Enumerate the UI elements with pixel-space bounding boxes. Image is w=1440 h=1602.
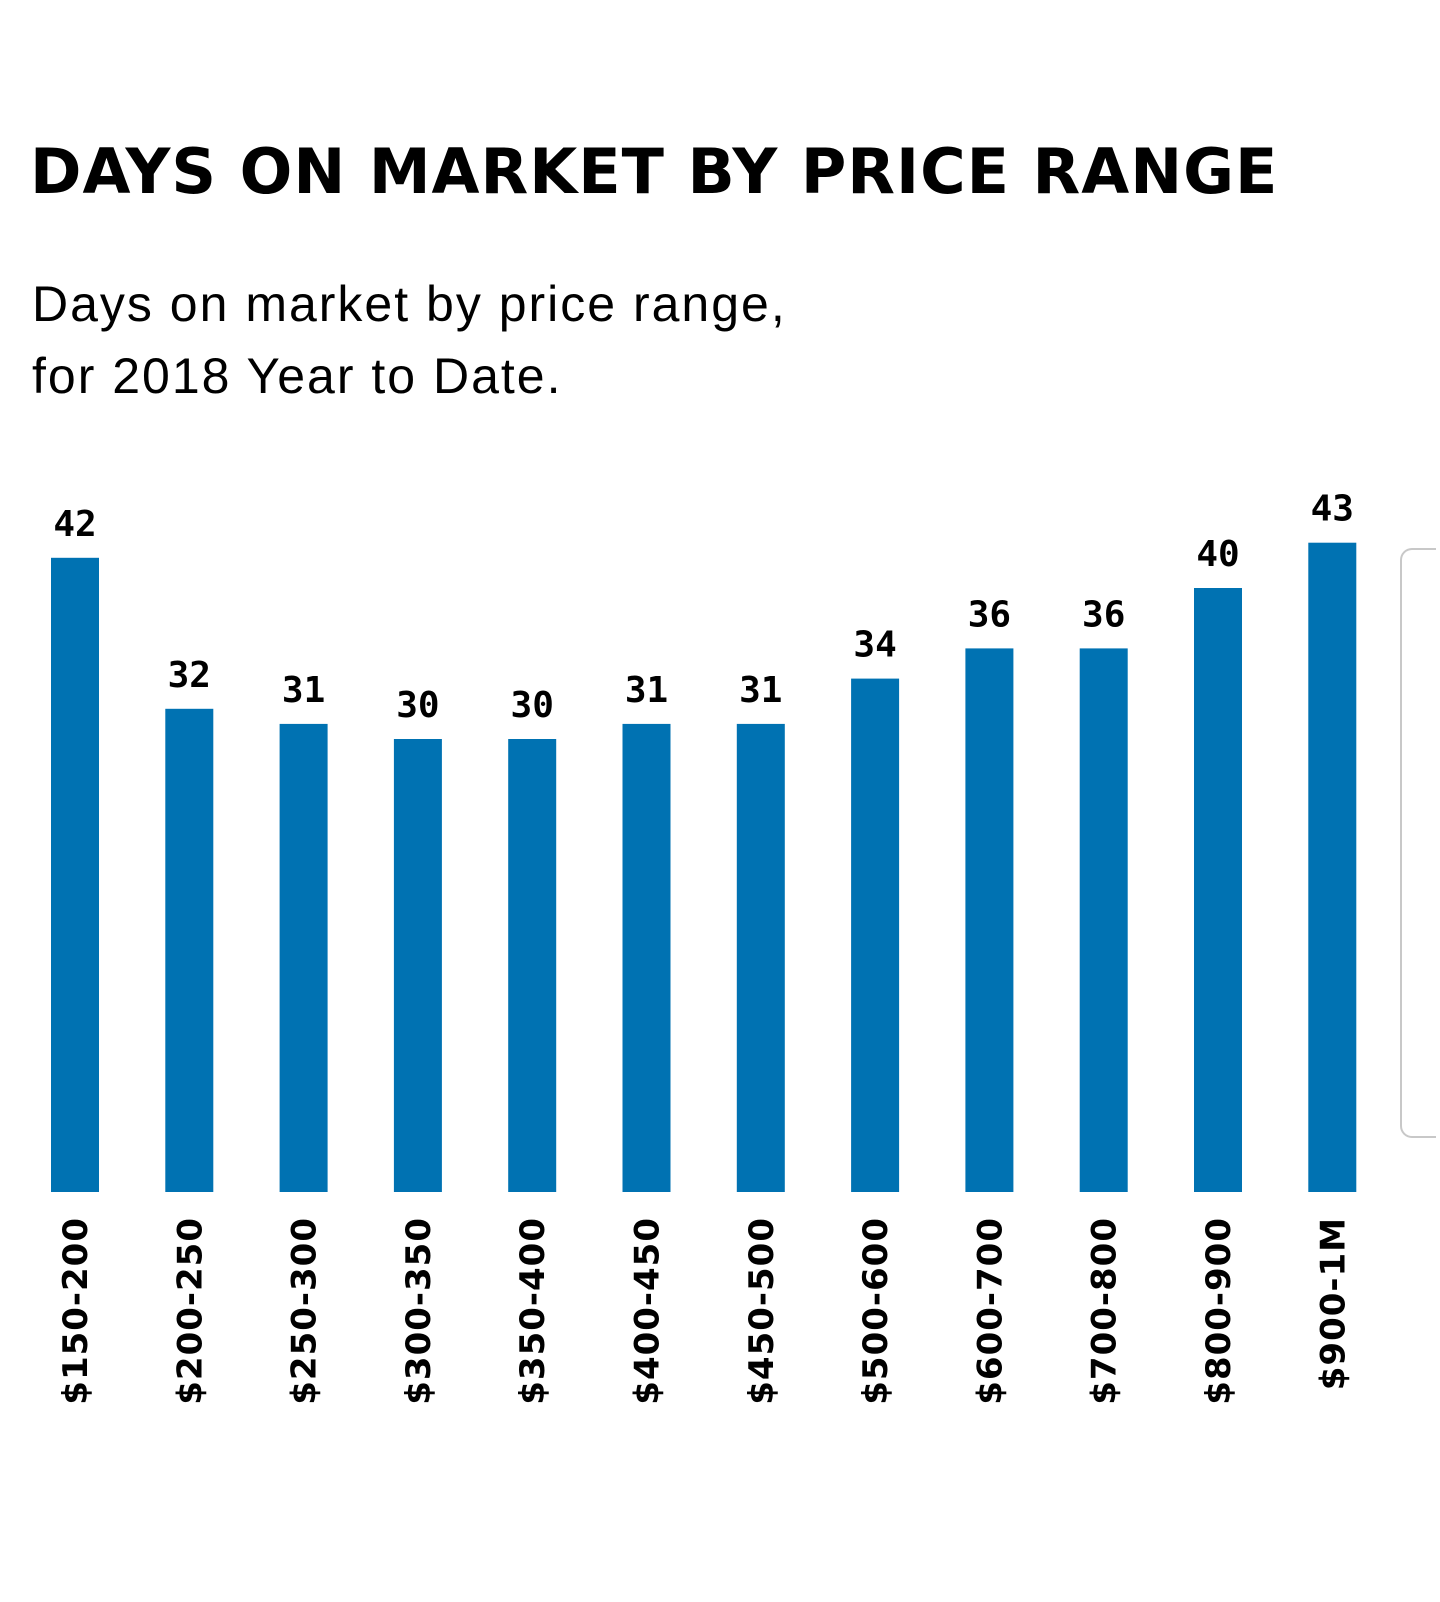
scroll-edge-handle[interactable]	[1400, 548, 1436, 1138]
category-label-6: $450-500	[742, 1217, 782, 1405]
data-label-8: 36	[968, 594, 1011, 635]
bar-7	[851, 678, 900, 1192]
bar-10	[1194, 588, 1242, 1192]
data-label-6: 31	[739, 670, 782, 711]
data-label-3: 30	[396, 685, 439, 726]
data-label-5: 31	[625, 670, 668, 711]
category-label-2: $250-300	[285, 1217, 325, 1405]
bar-11	[1308, 542, 1357, 1192]
data-label-1: 32	[168, 655, 211, 696]
category-label-4: $350-400	[513, 1217, 553, 1405]
category-label-1: $200-250	[170, 1217, 210, 1405]
bar-6	[736, 723, 785, 1192]
bar-3	[393, 739, 442, 1192]
data-label-10: 40	[1196, 534, 1239, 575]
bar-4	[508, 739, 557, 1192]
bar-0	[51, 557, 99, 1192]
chart-title: DAYS ON MARKET BY PRICE RANGE	[30, 135, 1279, 208]
data-label-7: 34	[853, 625, 896, 666]
category-label-11: $900-1M	[1313, 1217, 1353, 1390]
category-label-7: $500-600	[856, 1217, 896, 1405]
category-label-8: $600-700	[970, 1217, 1010, 1405]
category-label-10: $800-900	[1199, 1217, 1239, 1405]
data-label-2: 31	[282, 670, 325, 711]
chart-subtitle: Days on market by price range, for 2018 …	[32, 268, 787, 412]
category-label-5: $400-450	[628, 1217, 668, 1405]
category-label-9: $700-800	[1085, 1217, 1125, 1405]
bar-2	[279, 723, 328, 1192]
data-label-4: 30	[511, 685, 554, 726]
subtitle-line-1: Days on market by price range,	[32, 276, 787, 332]
data-label-11: 43	[1311, 489, 1354, 530]
subtitle-line-2: for 2018 Year to Date.	[32, 348, 563, 404]
bar-9	[1079, 648, 1128, 1192]
category-label-3: $300-350	[399, 1217, 439, 1405]
bar-5	[622, 723, 671, 1192]
bar-8	[965, 648, 1014, 1192]
bar-1	[165, 708, 214, 1192]
bar-chart: 42 $150-200 32 $200-250 31 $250-300 30 $300-350…	[51, 489, 1357, 1405]
data-label-9: 36	[1082, 594, 1125, 635]
category-label-0: $150-200	[56, 1217, 96, 1405]
data-label-0: 42	[53, 504, 96, 545]
